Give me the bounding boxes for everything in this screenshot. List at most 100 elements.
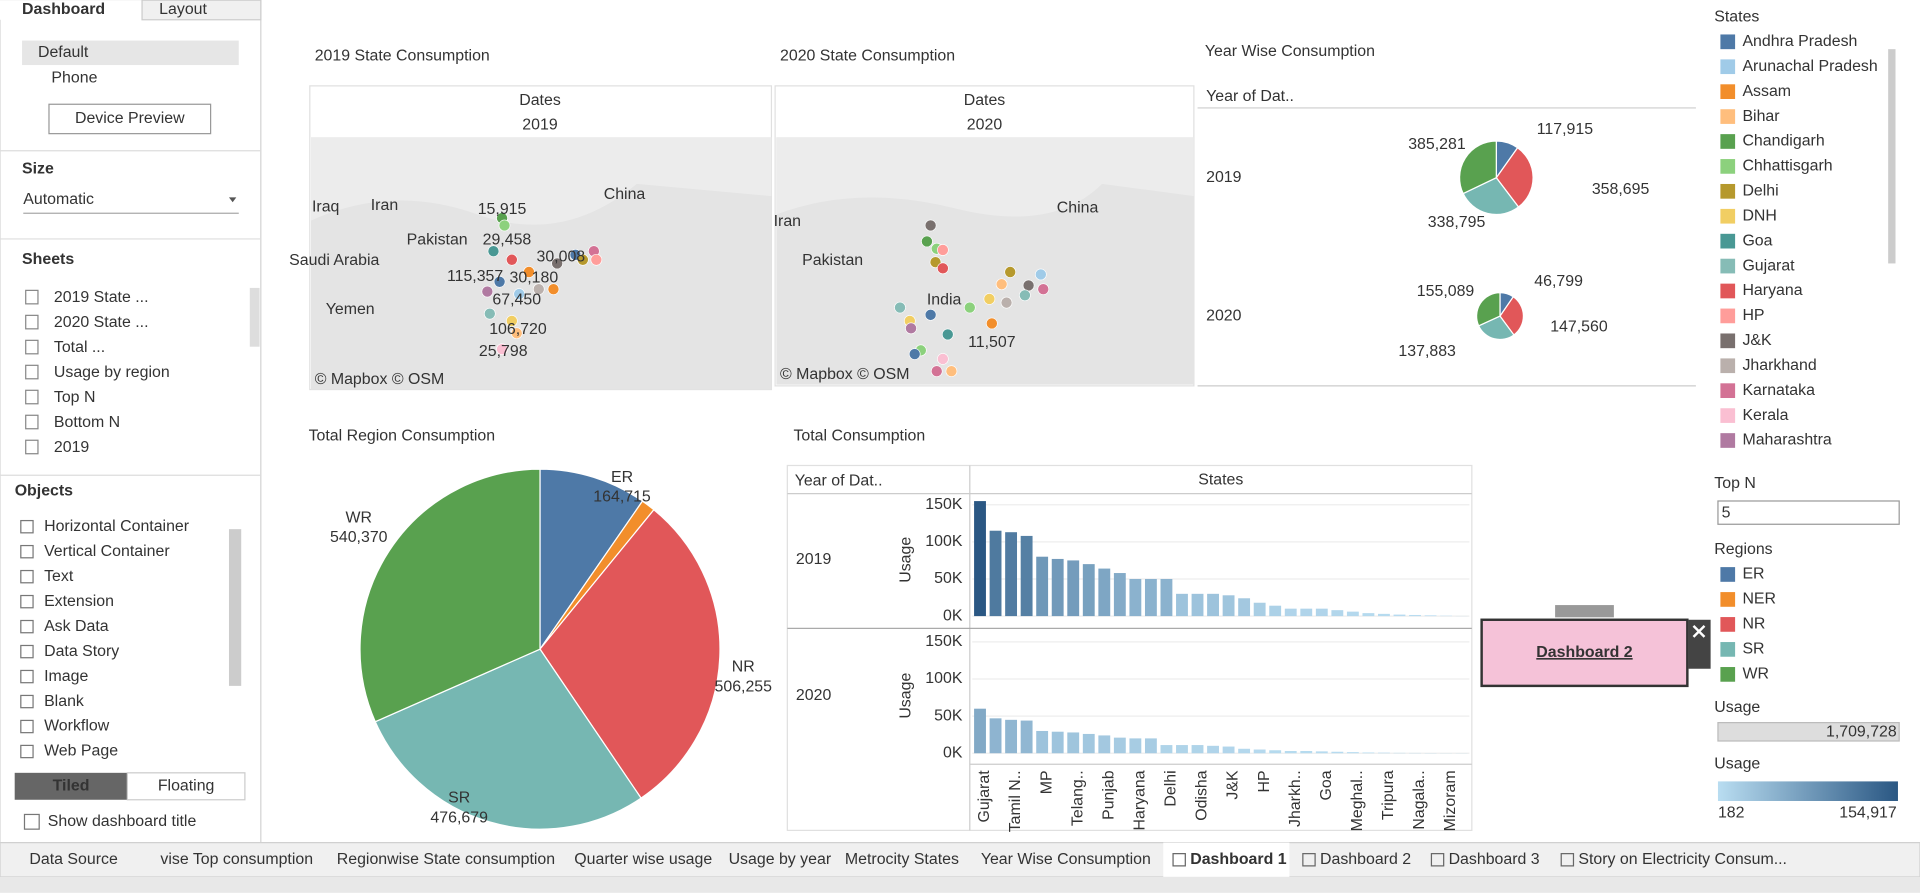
checkbox-label[interactable]: Show dashboard title — [48, 813, 197, 830]
sheet-item[interactable]: 2020 State ... — [54, 314, 149, 331]
floating-button[interactable] — [126, 772, 246, 801]
legend-label[interactable]: SR — [1742, 641, 1764, 658]
legend-label[interactable]: Jharkhand — [1742, 357, 1816, 374]
bar[interactable] — [1082, 564, 1095, 617]
usage-slider[interactable] — [1717, 722, 1900, 742]
bar[interactable] — [1300, 608, 1313, 617]
scrollbar[interactable] — [228, 529, 242, 686]
legend-swatch[interactable] — [1720, 134, 1736, 149]
bar[interactable] — [1315, 751, 1328, 754]
tab-active[interactable] — [0, 0, 143, 20]
device-option[interactable]: Default — [38, 44, 89, 61]
bar[interactable] — [1005, 532, 1018, 617]
legend-swatch[interactable] — [1720, 308, 1736, 324]
bar[interactable] — [1300, 751, 1313, 754]
legend-label[interactable]: J&K — [1742, 332, 1772, 349]
legend-swatch[interactable] — [1720, 84, 1736, 99]
bar[interactable] — [1005, 719, 1018, 754]
pie-slice[interactable] — [539, 508, 721, 799]
active-sheet-tab[interactable] — [1163, 842, 1290, 877]
bar[interactable] — [1020, 720, 1033, 754]
bar[interactable] — [1051, 731, 1064, 754]
object-item[interactable]: Vertical Container — [44, 543, 170, 560]
tab[interactable]: Dashboard — [22, 1, 105, 18]
pie-slice[interactable] — [1495, 146, 1534, 208]
bar[interactable] — [1378, 613, 1390, 617]
bar[interactable] — [989, 718, 1002, 754]
sheet-tab[interactable]: Dashboard 2 — [1320, 851, 1411, 868]
bar[interactable] — [1331, 751, 1344, 754]
sheet-item[interactable]: 2019 State ... — [54, 289, 149, 306]
bar[interactable] — [1253, 602, 1266, 617]
pie-slice[interactable] — [374, 648, 642, 830]
legend-swatch[interactable] — [1720, 109, 1736, 124]
legend-swatch[interactable] — [1720, 233, 1736, 249]
drag-handle[interactable] — [1555, 605, 1614, 618]
legend-swatch[interactable] — [1720, 592, 1736, 607]
bar[interactable] — [1393, 614, 1406, 617]
bar[interactable] — [1129, 578, 1142, 617]
object-item[interactable]: Text — [44, 568, 74, 585]
legend-label[interactable]: NER — [1742, 591, 1776, 608]
legend-label[interactable]: Assam — [1742, 83, 1791, 100]
tiled-button[interactable] — [14, 772, 128, 800]
device-preview-button[interactable] — [48, 103, 212, 135]
legend-label[interactable]: Gujarat — [1742, 257, 1795, 274]
mode-label[interactable]: Tiled — [53, 777, 90, 794]
bar[interactable] — [1036, 556, 1049, 617]
bar[interactable] — [1284, 751, 1297, 754]
dropdown-value[interactable]: Automatic — [23, 191, 94, 208]
top-n-input[interactable] — [1717, 500, 1900, 525]
bar[interactable] — [1424, 615, 1437, 617]
sheet-item[interactable]: Total ... — [54, 339, 105, 356]
legend-label[interactable]: WR — [1742, 666, 1769, 683]
sheet-tab[interactable]: Dashboard 3 — [1449, 851, 1540, 868]
legend-swatch[interactable] — [1720, 358, 1736, 374]
legend-label[interactable]: NR — [1742, 616, 1765, 633]
legend-swatch[interactable] — [1720, 159, 1736, 174]
bar[interactable] — [1346, 752, 1359, 754]
bar[interactable] — [1362, 752, 1375, 754]
bar[interactable] — [1098, 568, 1111, 617]
legend-label[interactable]: Chhattisgarh — [1742, 158, 1832, 175]
bar[interactable] — [1222, 595, 1235, 617]
legend-label[interactable]: DNH — [1742, 207, 1776, 224]
legend-label[interactable]: Bihar — [1742, 108, 1780, 125]
bar[interactable] — [1160, 578, 1173, 617]
legend-swatch[interactable] — [1720, 433, 1736, 448]
pie-slice[interactable] — [539, 468, 644, 652]
object-item[interactable]: Blank — [44, 693, 84, 710]
scrollbar[interactable] — [249, 287, 260, 347]
pie-slice[interactable] — [1499, 295, 1525, 336]
sheet-tab[interactable]: Metrocity States — [845, 851, 959, 868]
bar[interactable] — [1176, 593, 1188, 617]
sheet-item[interactable]: 2019 — [54, 439, 90, 456]
bar[interactable] — [1238, 748, 1251, 754]
button-label[interactable]: Device Preview — [75, 110, 185, 127]
scrollbar[interactable] — [1888, 49, 1896, 264]
object-item[interactable]: Data Story — [44, 643, 119, 660]
bar[interactable] — [1144, 738, 1157, 754]
sheet-tab[interactable]: vise Top consumption — [160, 851, 313, 868]
legend-swatch[interactable] — [1720, 183, 1736, 199]
legend-label[interactable]: Andhra Pradesh — [1742, 33, 1857, 50]
legend-swatch[interactable] — [1720, 642, 1736, 657]
bar[interactable] — [1284, 608, 1297, 617]
legend-swatch[interactable] — [1720, 667, 1736, 682]
bar[interactable] — [1362, 613, 1375, 617]
legend-swatch[interactable] — [1720, 258, 1736, 274]
bar[interactable] — [1113, 737, 1126, 754]
bar[interactable] — [1129, 738, 1142, 754]
bar[interactable] — [1207, 745, 1219, 754]
sheet-tab[interactable]: Data Source — [29, 851, 118, 868]
sheet-tab[interactable]: Quarter wise usage — [574, 851, 712, 868]
bar[interactable] — [974, 501, 986, 617]
bar[interactable] — [1051, 558, 1064, 617]
legend-label[interactable]: Karnataka — [1742, 382, 1815, 399]
legend-swatch[interactable] — [1720, 34, 1736, 50]
legend-label[interactable]: Arunachal Pradesh — [1742, 58, 1877, 75]
object-item[interactable]: Horizontal Container — [44, 518, 190, 535]
sheet-tab[interactable]: Story on Electricity Consum... — [1578, 851, 1787, 868]
mode-label[interactable]: Floating — [158, 777, 215, 794]
bar[interactable] — [1036, 730, 1049, 754]
